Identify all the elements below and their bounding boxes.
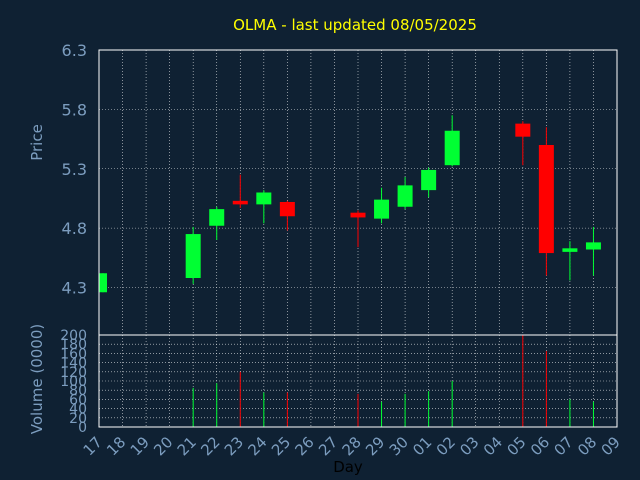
volume-tick-label: 40 [69,402,87,418]
candle-body [99,273,107,293]
candle-body [585,242,601,250]
volume-tick-label: 140 [60,356,87,372]
volume-bars [192,335,594,427]
volume-tick-label: 120 [60,365,87,381]
x-tick-label: 06 [527,433,553,459]
x-tick-label: 08 [574,433,600,459]
volume-tick-label: 0 [78,420,87,436]
price-tick-label: 4.3 [62,279,87,298]
candle-body [232,200,248,205]
volume-tick-label: 100 [60,374,87,390]
price-tick-label: 5.3 [62,160,87,179]
x-tick-label: 21 [174,433,200,459]
x-tick-label: 25 [268,433,294,459]
candle-body [397,185,413,207]
x-tick-label: 05 [503,433,529,459]
candles [99,115,601,293]
candle-body [350,212,366,218]
volume-tick-label: 160 [60,346,87,362]
x-axis-label: Day [333,458,363,476]
price-tick-label: 6.3 [62,41,87,60]
candle-body [374,199,390,219]
volume-tick-label: 20 [69,411,87,427]
candle-body [256,192,272,205]
volume-tick-label: 60 [69,392,87,408]
x-tick-label: 27 [315,433,341,459]
volume-panel-frame [98,334,618,428]
candle-body [421,169,437,191]
volume-tick-label: 80 [69,383,87,399]
x-tick-label: 07 [551,433,577,459]
candle-body [185,234,201,278]
volume-axis-label: Volume (0000) [28,324,46,434]
chart-title: OLMA - last updated 08/05/2025 [233,16,477,34]
price-tick-label: 5.8 [62,100,87,119]
x-tick-label: 30 [386,433,412,459]
x-tick-label: 17 [80,433,106,459]
x-tick-label: 28 [339,433,365,459]
x-tick-label: 09 [598,433,624,459]
candle-body [209,209,225,226]
x-tick-label: 24 [244,433,270,459]
x-tick-label: 20 [150,433,176,459]
x-tick-label: 26 [292,433,318,459]
x-tick-label: 29 [362,433,388,459]
x-tick-label: 03 [456,433,482,459]
candle-body [279,202,295,217]
x-tick-label: 04 [480,433,506,459]
x-tick-label: 02 [433,433,459,459]
x-tick-label: 23 [221,433,247,459]
volume-tick-label: 200 [60,328,87,344]
candle-body [538,145,554,254]
candle-body [562,248,578,252]
price-axis-ticks: 6.3 5.8 5.3 4.8 4.3 [62,41,87,298]
volume-tick-label: 180 [60,337,87,353]
x-tick-label: 19 [127,433,153,459]
price-tick-label: 4.8 [62,219,87,238]
x-tick-label: 22 [197,433,223,459]
x-tick-label: 18 [103,433,129,459]
candle-body [515,123,531,137]
x-tick-label: 01 [409,433,435,459]
x-axis-ticks: 1718192021222324252627282930010203040506… [80,433,624,459]
candle-body [444,130,460,166]
price-axis-label: Price [28,124,46,161]
